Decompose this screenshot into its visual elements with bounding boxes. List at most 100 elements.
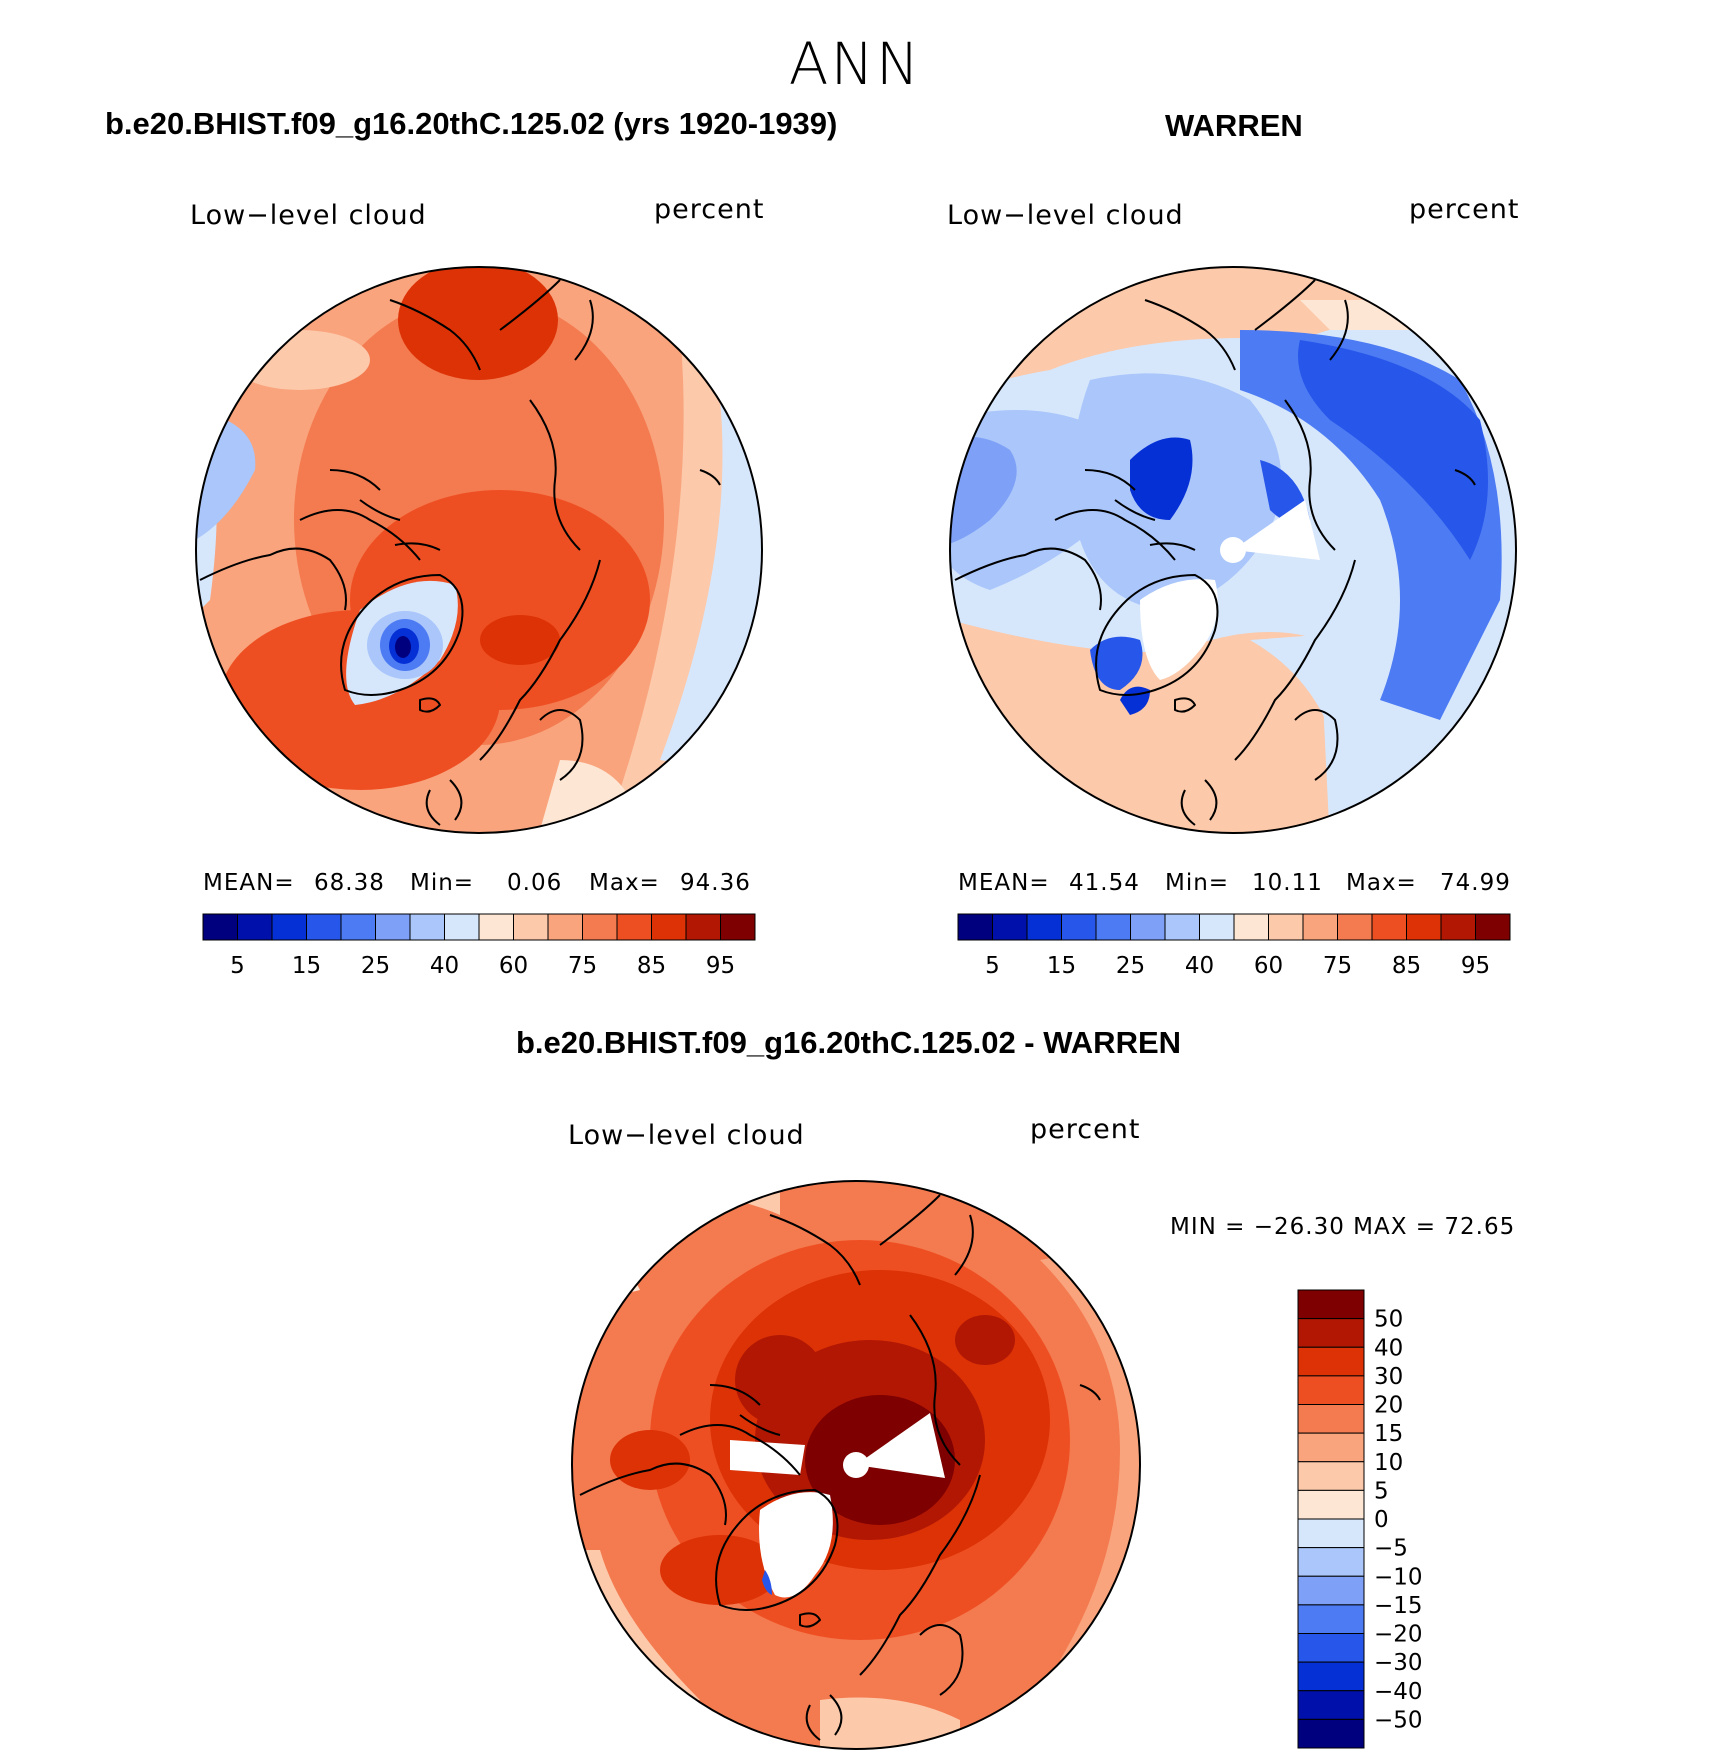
panel1-max-value: 94.36 [680, 870, 751, 896]
figure-title: ANN [788, 30, 922, 98]
panel3-colorbar-swatch [1297, 1518, 1365, 1549]
panel1-colorbar-swatch [651, 913, 687, 941]
panel1-colorbar-tick-label: 85 [637, 953, 666, 979]
panel2-colorbar-tick-label: 25 [1116, 953, 1145, 979]
panel1-min-label: Min= [410, 870, 475, 896]
panel1-colorbar-tick-label: 25 [361, 953, 390, 979]
panel1-mean-value: 68.38 [314, 870, 385, 896]
panel2-colorbar-tick-label: 15 [1047, 953, 1076, 979]
panel1-colorbar-swatch [409, 913, 445, 941]
panel1-colorbar-swatch [547, 913, 583, 941]
panel2-colorbar-swatch [1164, 913, 1200, 941]
panel3-colorbar-tick-label: −50 [1374, 1707, 1423, 1733]
panel3-colorbar-tick-label: 30 [1374, 1364, 1403, 1390]
panel1-colorbar-swatch [616, 913, 652, 941]
panel3-map [571, 1180, 1141, 1750]
panel2-min-label: Min= [1165, 870, 1230, 896]
panel2-min-value: 10.11 [1252, 870, 1323, 896]
panel2-map [949, 266, 1517, 834]
panel3-colorbar-swatch [1297, 1289, 1365, 1320]
panel3-colorbar-tick-label: 0 [1374, 1507, 1389, 1533]
panel1-colorbar-swatch [444, 913, 480, 941]
panel2-colorbar-swatch [1371, 913, 1407, 941]
panel3-colorbar-tick-label: −30 [1374, 1650, 1423, 1676]
panel2-title: WARREN [1165, 108, 1303, 143]
panel3-colorbar-swatch [1297, 1547, 1365, 1577]
panel1-colorbar-swatch [513, 913, 549, 941]
panel3-colorbar-tick-label: 40 [1374, 1335, 1403, 1361]
panel3-colorbar-tick-label: −40 [1374, 1679, 1423, 1705]
panel2-max-label: Max= [1346, 870, 1417, 896]
panel2-colorbar-swatch [1268, 913, 1304, 941]
panel2-colorbar-tick-label: 85 [1392, 953, 1421, 979]
panel3-units-label: percent [1030, 1114, 1141, 1145]
panel3-min-max-text: MIN = −26.30 MAX = 72.65 [1170, 1214, 1516, 1240]
panel1-colorbar-swatch [237, 913, 273, 941]
panel1-min-value: 0.06 [507, 870, 563, 896]
panel3-colorbar-tick-label: 10 [1374, 1450, 1403, 1476]
panel1-colorbar-tick-label: 60 [499, 953, 528, 979]
panel2-mean-value: 41.54 [1069, 870, 1140, 896]
panel2-colorbar-swatch [1302, 913, 1338, 941]
panel2-colorbar-swatch [1233, 913, 1269, 941]
panel2-colorbar-swatch [992, 913, 1028, 941]
panel1-colorbar-tick-label: 95 [706, 953, 735, 979]
panel2-mean-label: MEAN= [958, 870, 1050, 896]
panel3-colorbar-swatch [1297, 1718, 1365, 1749]
panel3-colorbar-tick-label: −20 [1374, 1622, 1423, 1648]
panel2-colorbar-swatch [1406, 913, 1442, 941]
panel2-colorbar-swatch [1199, 913, 1235, 941]
panel3-colorbar-tick-label: 20 [1374, 1393, 1403, 1419]
panel1-variable-label: Low−level cloud [190, 200, 427, 231]
panel3-colorbar-tick-label: −10 [1374, 1564, 1423, 1590]
panel3-colorbar-tick-label: −15 [1374, 1593, 1423, 1619]
panel1-colorbar-swatch [375, 913, 411, 941]
panel3-colorbar-swatch [1297, 1404, 1365, 1434]
panel1-colorbar-swatch [685, 913, 721, 941]
panel1-colorbar-swatch [720, 913, 756, 941]
panel3-colorbar-swatch [1297, 1575, 1365, 1606]
panel2-colorbar-tick-label: 95 [1461, 953, 1490, 979]
panel1-colorbar-tick-label: 5 [230, 953, 245, 979]
panel1-max-label: Max= [589, 870, 660, 896]
panel3-colorbar-swatch [1297, 1346, 1365, 1377]
panel2-colorbar-swatch [1061, 913, 1097, 941]
panel1-colorbar-tick-label: 75 [568, 953, 597, 979]
panel3-colorbar-swatch [1297, 1661, 1365, 1692]
panel2-colorbar-tick-label: 5 [985, 953, 1000, 979]
panel2-colorbar-tick-label: 75 [1323, 953, 1352, 979]
panel1-colorbar-swatch [340, 913, 376, 941]
panel1-title: b.e20.BHIST.f09_g16.20thC.125.02 (yrs 19… [105, 106, 838, 141]
panel1-colorbar-swatch [271, 913, 307, 941]
panel3-variable-label: Low−level cloud [568, 1120, 805, 1151]
panel3-colorbar-tick-label: 5 [1374, 1478, 1389, 1504]
panel1-colorbar-swatch [306, 913, 342, 941]
panel1-units-label: percent [654, 194, 765, 225]
panel3-colorbar-swatch [1297, 1489, 1365, 1520]
panel3-colorbar-swatch [1297, 1633, 1365, 1663]
panel3-colorbar-swatch [1297, 1432, 1365, 1463]
panel2-colorbar-tick-label: 40 [1185, 953, 1214, 979]
panel2-variable-label: Low−level cloud [947, 200, 1184, 231]
panel1-colorbar-tick-label: 15 [292, 953, 321, 979]
panel3-title: b.e20.BHIST.f09_g16.20thC.125.02 - WARRE… [516, 1025, 1182, 1060]
panel3-colorbar-tick-label: 50 [1374, 1307, 1403, 1333]
panel2-colorbar-swatch [957, 913, 993, 941]
panel2-colorbar-swatch [1475, 913, 1511, 941]
panel3-colorbar-tick-label: 15 [1374, 1421, 1403, 1447]
panel2-colorbar-swatch [1130, 913, 1166, 941]
panel3-colorbar-swatch [1297, 1604, 1365, 1634]
panel1-mean-label: MEAN= [203, 870, 295, 896]
panel2-colorbar-swatch [1095, 913, 1131, 941]
panel1-colorbar-swatch [202, 913, 238, 941]
panel2-colorbar-swatch [1337, 913, 1373, 941]
panel2-max-value: 74.99 [1440, 870, 1511, 896]
panel3-colorbar-tick-label: −5 [1374, 1536, 1408, 1562]
panel1-map [195, 266, 763, 834]
panel1-colorbar-swatch [582, 913, 618, 941]
panel2-colorbar-swatch [1026, 913, 1062, 941]
panel2-units-label: percent [1409, 194, 1520, 225]
colorbars: 5 15 25 40 60 75 85 95 5 15 25 40 60 75 85 955040302015… [202, 913, 1511, 1749]
panel2-colorbar-tick-label: 60 [1254, 953, 1283, 979]
